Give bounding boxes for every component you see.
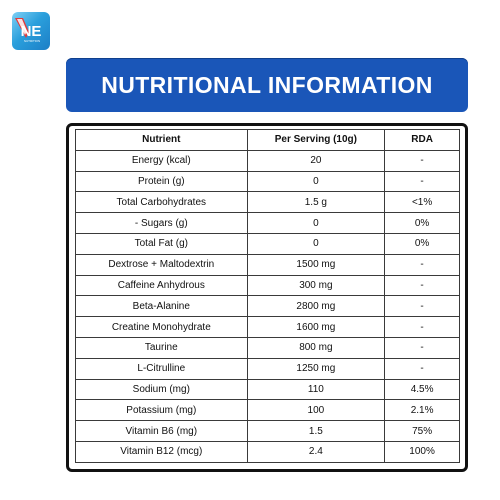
- cell-rda: 4.5%: [384, 378, 460, 401]
- cell-rda: -: [384, 253, 460, 276]
- cell-nutrient: Total Carbohydrates: [75, 191, 248, 214]
- cell-per-serving: 1.5 g: [246, 191, 386, 214]
- header-per-serving: Per Serving (10g): [246, 129, 386, 151]
- table-row: Caffeine Anhydrous 300 mg -: [75, 274, 460, 297]
- nutrition-table: Nutrient Per Serving (10g) RDA Energy (k…: [75, 129, 460, 463]
- table-row: Protein (g) 0 -: [75, 170, 460, 193]
- table-row: Vitamin B12 (mcg) 2.4 100%: [75, 440, 460, 463]
- cell-rda: <1%: [384, 191, 460, 214]
- cell-nutrient: Sodium (mg): [75, 378, 248, 401]
- logo-graphic: NE NUTRITION: [15, 18, 42, 43]
- cell-rda: 0%: [384, 232, 460, 255]
- cell-per-serving: 300 mg: [246, 274, 386, 297]
- svg-text:NE: NE: [21, 23, 42, 40]
- table-row: Total Carbohydrates 1.5 g <1%: [75, 191, 460, 214]
- cell-rda: -: [384, 149, 460, 172]
- cell-per-serving: 2.4: [246, 440, 386, 463]
- table-row: Beta-Alanine 2800 mg -: [75, 295, 460, 318]
- table-row: - Sugars (g) 0 0%: [75, 212, 460, 234]
- cell-rda: -: [384, 357, 460, 380]
- cell-per-serving: 2800 mg: [246, 295, 386, 318]
- cell-nutrient: Potassium (mg): [75, 399, 248, 422]
- cell-rda: 75%: [384, 420, 460, 442]
- table-header-row: Nutrient Per Serving (10g) RDA: [75, 129, 460, 151]
- cell-per-serving: 1500 mg: [246, 253, 386, 276]
- cell-nutrient: Energy (kcal): [75, 149, 248, 172]
- cell-per-serving: 0: [246, 232, 386, 255]
- table-row: Potassium (mg) 100 2.1%: [75, 399, 460, 422]
- cell-per-serving: 100: [246, 399, 386, 422]
- cell-rda: 0%: [384, 212, 460, 234]
- cell-per-serving: 20: [246, 149, 386, 172]
- title-banner: NUTRITIONAL INFORMATION: [66, 58, 468, 112]
- table-row: Dextrose + Maltodextrin 1500 mg -: [75, 253, 460, 276]
- cell-per-serving: 1.5: [246, 420, 386, 442]
- cell-nutrient: Caffeine Anhydrous: [75, 274, 248, 297]
- svg-text:NUTRITION: NUTRITION: [24, 39, 40, 43]
- cell-per-serving: 1250 mg: [246, 357, 386, 380]
- table-row: L-Citrulline 1250 mg -: [75, 357, 460, 380]
- table-row: Total Fat (g) 0 0%: [75, 232, 460, 255]
- cell-rda: -: [384, 274, 460, 297]
- cell-per-serving: 1600 mg: [246, 316, 386, 338]
- cell-nutrient: Creatine Monohydrate: [75, 316, 248, 338]
- table-row: Vitamin B6 (mg) 1.5 75%: [75, 420, 460, 442]
- header-nutrient: Nutrient: [75, 129, 248, 151]
- cell-rda: 100%: [384, 440, 460, 463]
- cell-nutrient: - Sugars (g): [75, 212, 248, 234]
- cell-nutrient: Beta-Alanine: [75, 295, 248, 318]
- cell-rda: -: [384, 316, 460, 338]
- cell-nutrient: Taurine: [75, 336, 248, 359]
- cell-rda: -: [384, 170, 460, 193]
- cell-nutrient: Vitamin B6 (mg): [75, 420, 248, 442]
- banner-title: NUTRITIONAL INFORMATION: [101, 71, 433, 98]
- brand-logo: NE NUTRITION: [12, 12, 50, 50]
- cell-nutrient: L-Citrulline: [75, 357, 248, 380]
- cell-per-serving: 110: [246, 378, 386, 401]
- table-row: Sodium (mg) 110 4.5%: [75, 378, 460, 401]
- cell-per-serving: 0: [246, 212, 386, 234]
- cell-nutrient: Total Fat (g): [75, 232, 248, 255]
- cell-nutrient: Vitamin B12 (mcg): [75, 440, 248, 463]
- table-row: Taurine 800 mg -: [75, 336, 460, 359]
- cell-rda: -: [384, 295, 460, 318]
- cell-rda: 2.1%: [384, 399, 460, 422]
- table-row: Creatine Monohydrate 1600 mg -: [75, 316, 460, 338]
- header-rda: RDA: [384, 129, 460, 151]
- cell-rda: -: [384, 336, 460, 359]
- cell-nutrient: Protein (g): [75, 170, 248, 193]
- nutrition-table-frame: Nutrient Per Serving (10g) RDA Energy (k…: [66, 123, 468, 472]
- cell-per-serving: 0: [246, 170, 386, 193]
- cell-per-serving: 800 mg: [246, 336, 386, 359]
- cell-nutrient: Dextrose + Maltodextrin: [75, 253, 248, 276]
- table-row: Energy (kcal) 20 -: [75, 149, 460, 172]
